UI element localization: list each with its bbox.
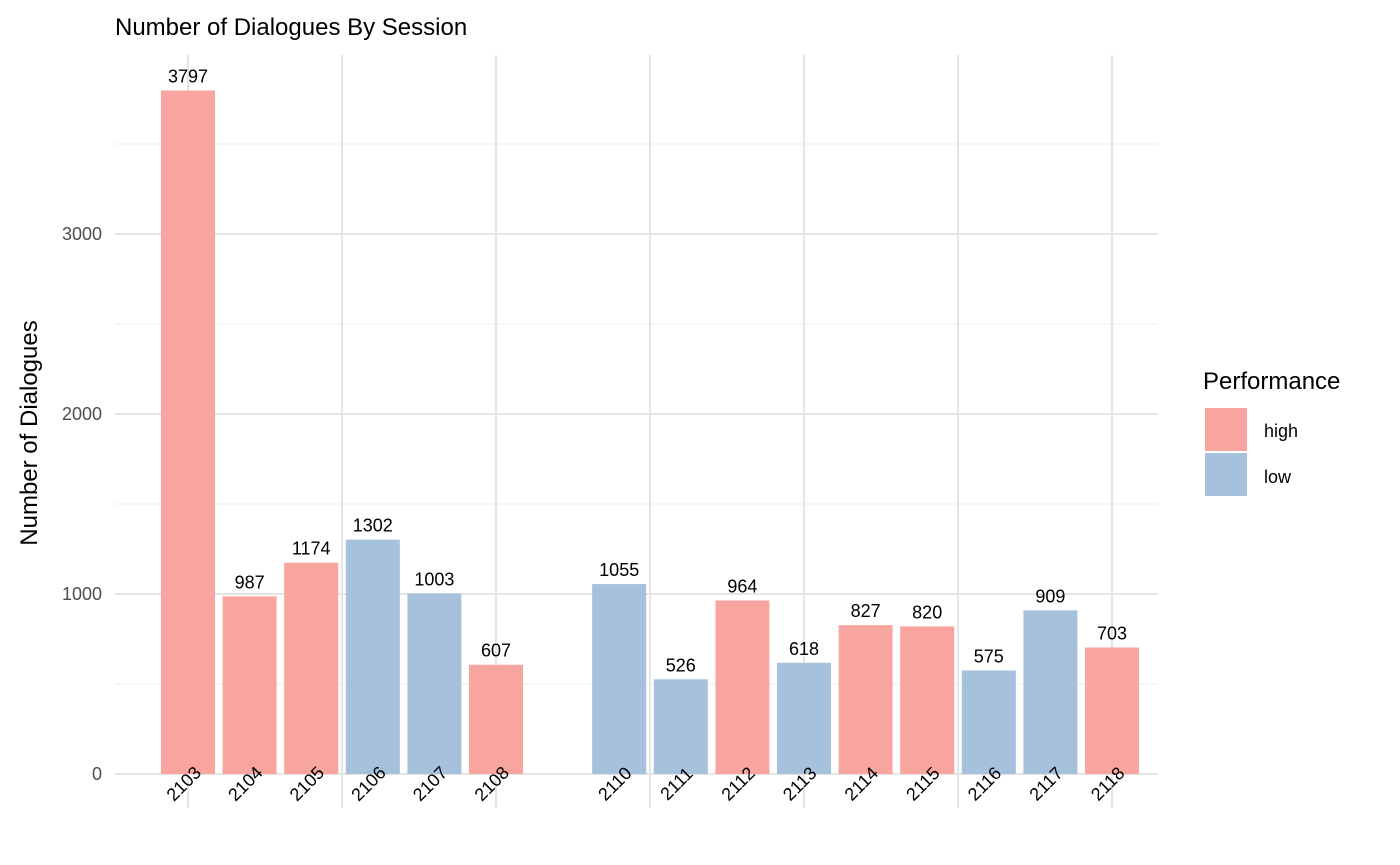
data-label-2110: 1055 bbox=[599, 560, 639, 580]
y-tick-label-1000: 1000 bbox=[62, 584, 102, 604]
bar-2118 bbox=[1085, 647, 1139, 774]
data-label-2112: 964 bbox=[727, 576, 757, 596]
legend-swatch-low bbox=[1205, 453, 1247, 496]
bar-2115 bbox=[900, 626, 955, 774]
bars bbox=[161, 90, 1139, 775]
data-label-2118: 703 bbox=[1097, 623, 1127, 643]
bar-2103 bbox=[161, 90, 215, 775]
data-label-2107: 1003 bbox=[414, 569, 454, 589]
bar-2108 bbox=[469, 664, 523, 774]
bar-2112 bbox=[715, 600, 770, 774]
data-label-2115: 820 bbox=[912, 602, 942, 622]
y-tick-label-0: 0 bbox=[92, 764, 102, 784]
y-axis-title: Number of Dialogues bbox=[16, 320, 43, 545]
bar-2117 bbox=[1023, 610, 1078, 774]
legend-label-high: high bbox=[1264, 421, 1298, 441]
data-label-2108: 607 bbox=[481, 641, 511, 661]
bar-2106 bbox=[345, 539, 400, 774]
data-label-2116: 575 bbox=[974, 647, 1004, 667]
legend: Performance high low bbox=[1203, 368, 1340, 496]
data-label-2105: 1174 bbox=[292, 539, 331, 559]
bar-2104 bbox=[222, 596, 277, 774]
bar-2105 bbox=[284, 562, 339, 774]
bar-2110 bbox=[592, 584, 647, 774]
y-tick-label-3000: 3000 bbox=[62, 224, 102, 244]
bar-2114 bbox=[838, 625, 893, 774]
y-axis-ticks: 0 1000 2000 3000 bbox=[62, 224, 102, 784]
y-tick-label-2000: 2000 bbox=[62, 404, 102, 424]
data-labels: 3797 987 1174 1302 1003 607 1055 526 964 618 827 82… bbox=[168, 67, 1127, 676]
bar-2113 bbox=[777, 662, 831, 774]
bar-2107 bbox=[407, 593, 462, 774]
data-label-2106: 1302 bbox=[353, 516, 393, 536]
data-label-2104: 987 bbox=[235, 572, 265, 592]
data-label-2114: 827 bbox=[851, 601, 881, 621]
bar-2111 bbox=[653, 679, 708, 774]
data-label-2113: 618 bbox=[789, 639, 819, 659]
legend-title: Performance bbox=[1203, 368, 1340, 395]
data-label-2103: 3797 bbox=[168, 67, 208, 87]
legend-label-low: low bbox=[1264, 467, 1292, 487]
legend-swatch-high bbox=[1205, 408, 1247, 451]
chart-title: Number of Dialogues By Session bbox=[115, 14, 467, 41]
data-label-2117: 909 bbox=[1035, 586, 1065, 606]
bar-2116 bbox=[961, 670, 1016, 774]
data-label-2111: 526 bbox=[666, 655, 696, 675]
